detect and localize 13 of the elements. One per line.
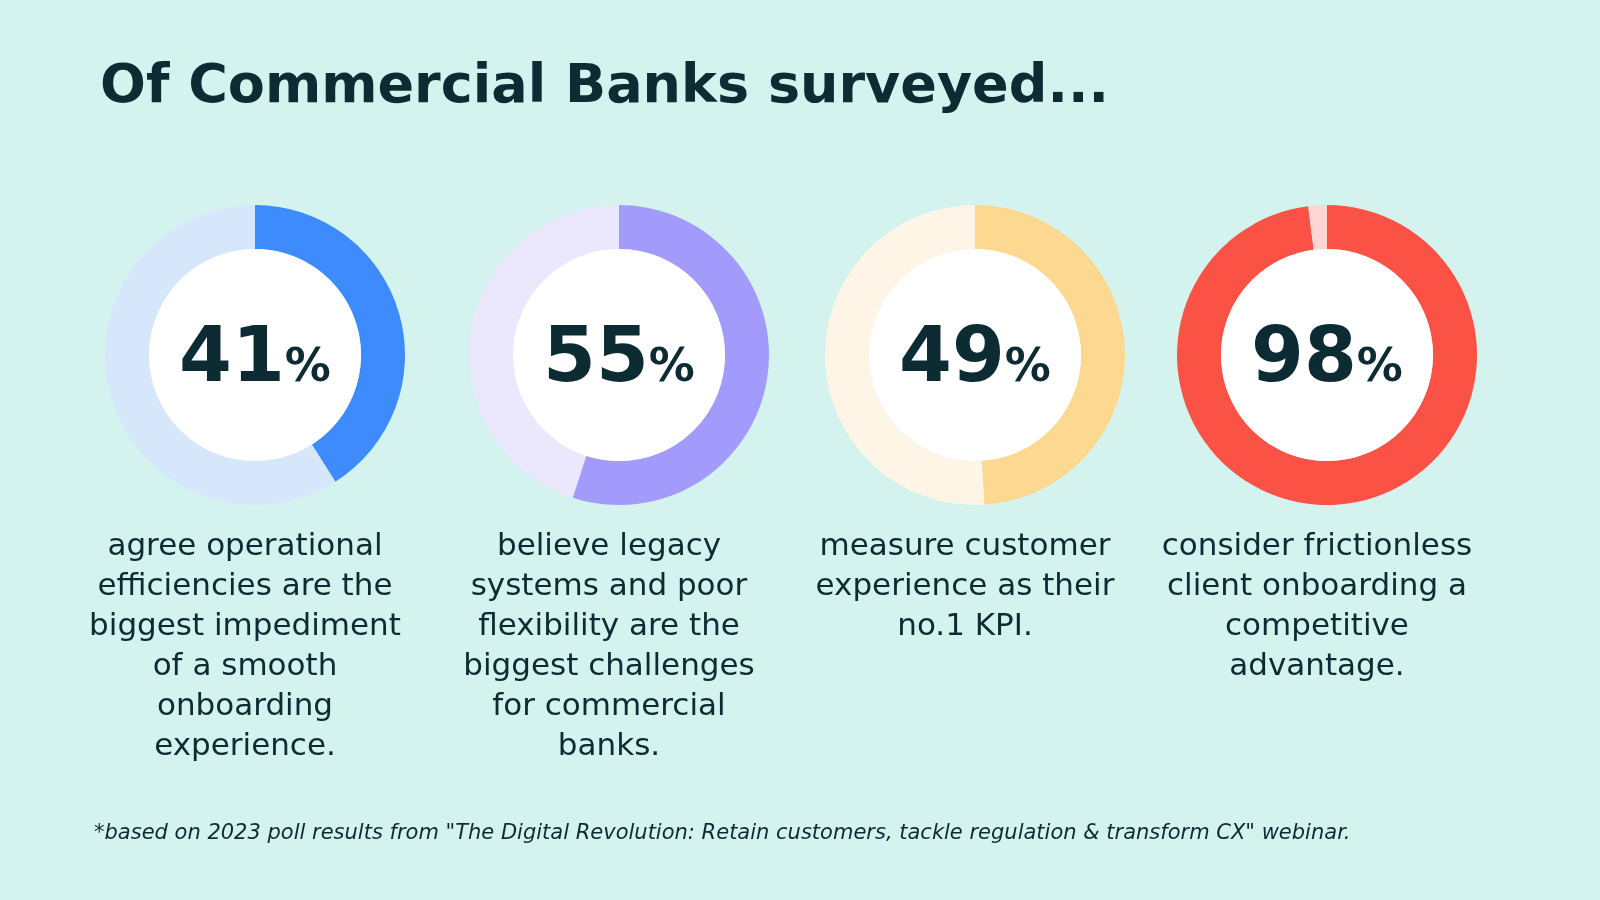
data-label: 49% bbox=[899, 310, 1051, 399]
text: consider frictionless client onboarding a competitive advantage. bbox=[1160, 525, 1474, 684]
data-label: 41% bbox=[179, 310, 331, 399]
donut-slice bbox=[105, 205, 336, 505]
text: Of Commercial Banks surveyed... bbox=[100, 52, 1109, 115]
donut-slice bbox=[1308, 205, 1327, 250]
text: measure customer experience as their no.1 KPI. bbox=[814, 525, 1116, 644]
donut-slice bbox=[1177, 205, 1477, 505]
text: agree operational efficiencies are the biggest impediment of a smooth onboarding experience. bbox=[88, 525, 402, 764]
text: *based on 2023 poll results from "The Digital Revolution: Retain customers, tackle regulation & transform CX" webinar. bbox=[94, 820, 1351, 844]
text: believe legacy systems and poor flexibility are the biggest challenges for commercial banks. bbox=[462, 525, 756, 764]
data-label: 55% bbox=[543, 310, 695, 399]
data-label: 98% bbox=[1251, 310, 1403, 399]
